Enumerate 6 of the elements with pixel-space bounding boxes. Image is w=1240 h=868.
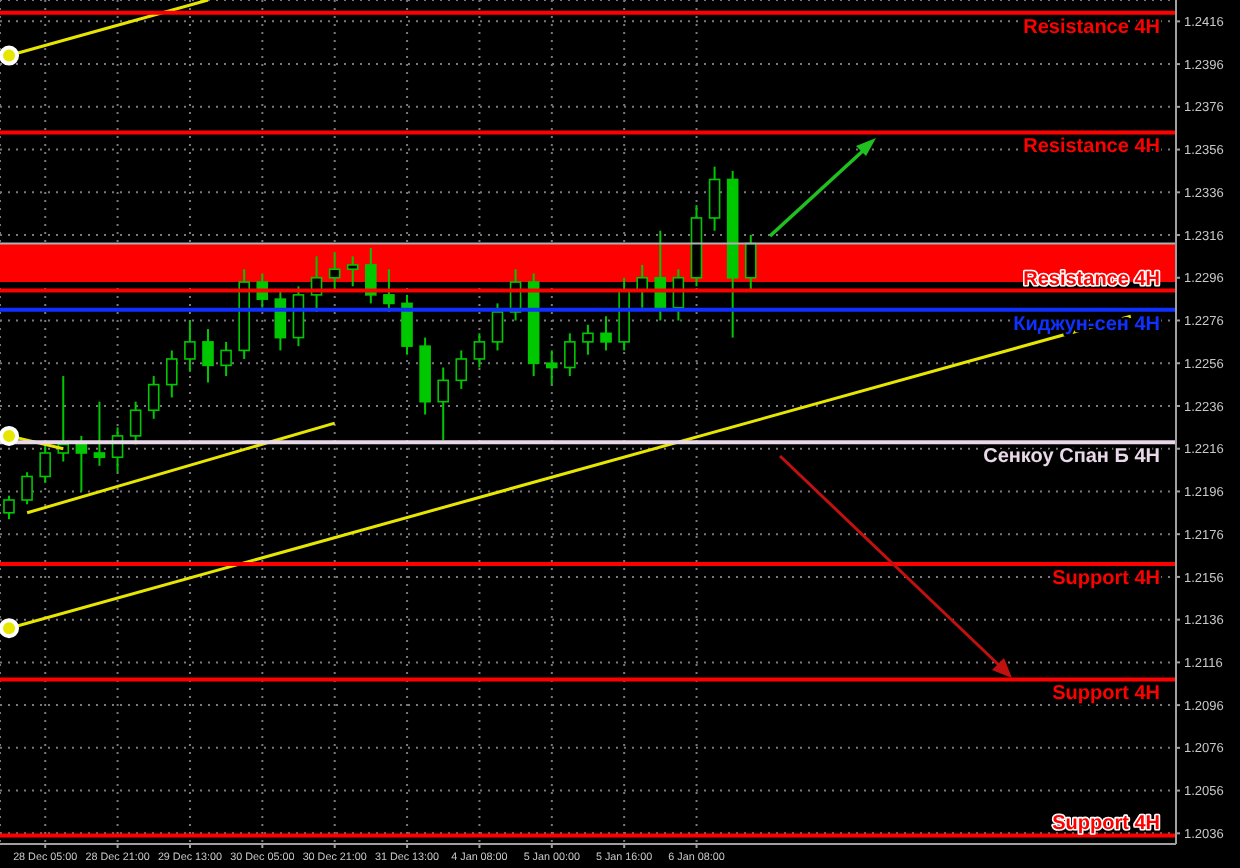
ref-line-label: Сенкоу Спан Б 4H bbox=[983, 446, 1160, 469]
ref-line-label: Resistance 4H bbox=[1023, 16, 1160, 39]
ref-line-label: Resistance 4H bbox=[1023, 136, 1160, 159]
ref-line-label: Support 4H bbox=[1052, 813, 1160, 836]
ref-line-label: Support 4H bbox=[1052, 683, 1160, 706]
ref-line-label: Support 4H bbox=[1052, 568, 1160, 591]
